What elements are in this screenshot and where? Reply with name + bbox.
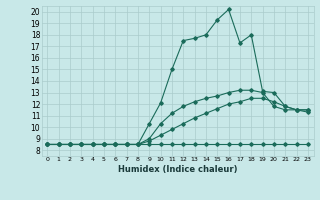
X-axis label: Humidex (Indice chaleur): Humidex (Indice chaleur) xyxy=(118,165,237,174)
